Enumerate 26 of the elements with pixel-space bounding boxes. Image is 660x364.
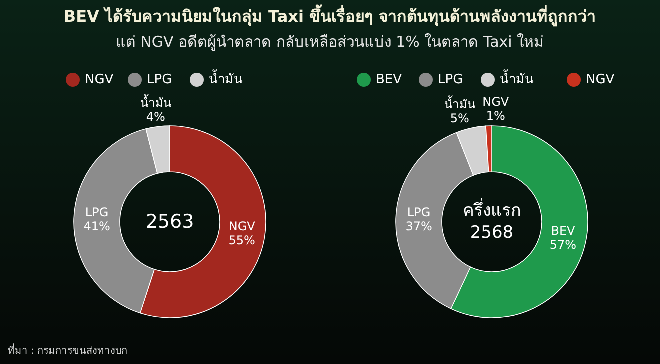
data-label: 37% xyxy=(406,220,432,234)
category-label: LPG xyxy=(147,72,172,88)
slice-label: LPG xyxy=(438,72,464,88)
slice-label: NGV xyxy=(482,95,510,110)
slice-label: NGV xyxy=(228,219,256,234)
data-label: 41% xyxy=(84,220,110,234)
text: ครึ่งแรก 2568 xyxy=(463,198,521,243)
slice-label: น้ำมัน xyxy=(140,94,172,110)
data-label: 55% xyxy=(228,233,256,248)
text: แต่ NGV อดีตผู้นำตลาด กลับเหลือส่วนแบ่ง 1% ในตลาด Taxi ใหม่ xyxy=(116,33,544,51)
legend-label: NGV xyxy=(85,72,114,88)
text: BEV ได้รับความนิยมในกลุ่ม Taxi ขึ้นเรื่อยๆ จากต้นทุนด้านพลังงานที่ถูกกว่า xyxy=(64,4,596,28)
slice-label: BEV xyxy=(551,224,576,238)
text: 2563 xyxy=(146,211,194,233)
legend-label: น้ำมัน xyxy=(209,70,243,88)
data-label: 4% xyxy=(146,110,166,124)
slice-label: LPG xyxy=(85,206,109,220)
slice-label: LPG xyxy=(407,206,431,220)
data-label: 5% xyxy=(450,112,470,126)
data-label: 57% xyxy=(550,238,577,252)
legend-label: น้ำมัน xyxy=(500,70,534,88)
legend-label: BEV xyxy=(376,72,402,88)
data-label: 1% xyxy=(486,109,506,124)
slice-label: น้ำมัน xyxy=(444,96,476,112)
text: ที่มา : กรมการขนส่งทางบก xyxy=(8,343,128,357)
legend-label: NGV xyxy=(586,72,615,88)
